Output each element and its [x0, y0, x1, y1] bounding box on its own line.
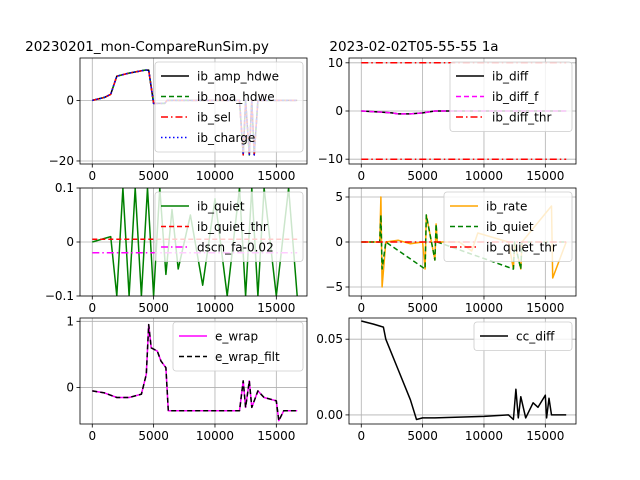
panel-top-right: 0 5000 10000 15000−10010ib_diffib_diff_fib_… — [318, 56, 577, 183]
legend-label: ib_charge — [197, 131, 255, 145]
legend: e_wrap e_wrap_filt — [172, 321, 304, 372]
right-title: 2023-02-02T05-55-55 1a — [329, 39, 498, 55]
x-tick-label: 10000 — [465, 169, 503, 183]
y-tick-label: 0 — [66, 381, 74, 395]
panel-top-left: 0 5000 10000 15000 −20 0 ib_amp_hdwe ib_noa_hdw… — [49, 57, 308, 183]
x-tick-label: 0 — [357, 301, 365, 315]
legend-label: ib_sel — [197, 111, 231, 125]
y-tick-label: −0.1 — [45, 289, 74, 303]
x-tick-label: 0 — [88, 169, 96, 183]
legend-box — [154, 61, 304, 153]
y-tick-label: 0 — [66, 93, 74, 107]
y-tick-label: 0.1 — [55, 181, 74, 195]
x-tick-label: 10000 — [196, 169, 234, 183]
x-tick-label: 10000 — [196, 301, 234, 315]
legend-label: ib_diff — [492, 70, 529, 84]
y-tick-label: 0 — [66, 235, 74, 249]
y-tick-label: 0 — [335, 235, 343, 249]
legend-label: ib_rate — [486, 200, 527, 214]
y-tick-label: 10 — [328, 56, 343, 70]
y-tick-label: −10 — [318, 152, 343, 166]
x-tick-label: 0 — [357, 429, 365, 443]
y-tick-label: 0.00 — [316, 408, 343, 422]
legend-label: ib_quiet — [197, 200, 245, 214]
x-tick-label: 15000 — [257, 169, 295, 183]
y-tick-label: 0.05 — [316, 332, 343, 346]
legend-label: ib_noa_hdwe — [197, 90, 275, 104]
panel-bottom-left: 0 5000 10000 15000 0 1 e_wrap e_wrap_filt — [66, 314, 308, 443]
subplot-grid: 0 5000 10000 15000−200ib_amp_hdweib_noa_hdw… — [45, 56, 577, 443]
legend-label: ib_amp_hdwe — [197, 70, 279, 84]
x-tick-label: 5000 — [138, 429, 169, 443]
legend: ib_diff ib_diff_f ib_diff_thr — [449, 61, 573, 132]
legend-box — [473, 321, 573, 351]
left-title: 20230201_mon-CompareRunSim.py — [25, 39, 269, 55]
y-tick-label: 5 — [335, 190, 343, 204]
legend: ib_rate ib_quiet ib_quiet_thr — [443, 191, 573, 262]
legend-label: ib_diff_thr — [492, 111, 551, 125]
x-tick-label: 10000 — [465, 301, 503, 315]
series-line-cc_diff — [361, 320, 567, 421]
series-line-ib_quiet — [92, 188, 298, 296]
legend-label: ib_quiet_thr — [486, 241, 557, 255]
legend-label: ib_diff_f — [492, 90, 539, 104]
x-tick-label: 10000 — [465, 429, 503, 443]
x-tick-label: 15000 — [526, 429, 564, 443]
x-tick-label: 10000 — [196, 429, 234, 443]
series-group — [92, 323, 298, 422]
y-tick-label: 0 — [335, 104, 343, 118]
y-tick-label: −5 — [325, 280, 343, 294]
legend-label: cc_diff — [516, 330, 555, 344]
legend: ib_quiet ib_quiet_thr dscn_fa-0.02 — [154, 191, 304, 262]
x-tick-label: 0 — [357, 169, 365, 183]
x-tick-label: 15000 — [526, 169, 564, 183]
legend-box — [449, 61, 573, 132]
x-tick-label: 5000 — [138, 169, 169, 183]
series-line-ib_quiet — [361, 214, 567, 270]
legend-box — [443, 191, 573, 262]
legend-box — [154, 191, 304, 262]
panel-middle-left: 0 5000 10000 15000 −0.1 0 0.1 ib_quiet ib_quiet_… — [45, 181, 308, 315]
legend-label: e_wrap_filt — [215, 350, 280, 364]
x-tick-label: 0 — [88, 301, 96, 315]
x-tick-label: 5000 — [407, 429, 438, 443]
axes-frame — [79, 317, 308, 425]
legend: cc_diff — [473, 321, 573, 351]
x-tick-label: 0 — [88, 429, 96, 443]
x-tick-label: 5000 — [407, 301, 438, 315]
series-group — [361, 320, 567, 421]
y-tick-label: 1 — [66, 314, 74, 328]
y-tick-label: −20 — [49, 154, 74, 168]
axes-frame — [79, 57, 308, 165]
panel-middle-right: 0 5000 10000 15000 −5 0 5 ib_rate ib_quiet ib_qui… — [325, 187, 577, 315]
x-tick-label: 5000 — [407, 169, 438, 183]
legend-label: dscn_fa-0.02 — [197, 241, 274, 255]
legend-box — [172, 321, 304, 372]
axes-frame — [348, 317, 577, 425]
legend-label: ib_quiet — [486, 220, 534, 234]
x-tick-label: 15000 — [257, 429, 295, 443]
x-tick-label: 5000 — [138, 301, 169, 315]
legend-label: ib_quiet_thr — [197, 220, 268, 234]
panel-bottom-right: 0 5000 10000 15000 0.00 0.05 cc_diff — [316, 317, 577, 443]
x-tick-label: 15000 — [526, 301, 564, 315]
legend: ib_amp_hdwe ib_noa_hdwe ib_sel ib_charge — [154, 61, 304, 153]
x-tick-label: 15000 — [257, 301, 295, 315]
series-line-e_wrap_filt — [92, 323, 298, 422]
legend-label: e_wrap — [215, 330, 258, 344]
